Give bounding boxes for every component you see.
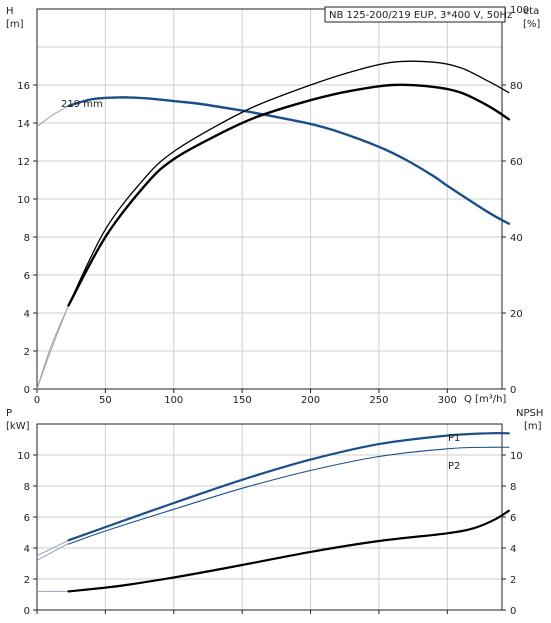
top-y-tick-label: 10	[17, 195, 30, 206]
bottom-grid	[36, 424, 502, 614]
top-y-tick-label: 16	[17, 81, 30, 92]
efficiency-curve	[67, 83, 510, 307]
npsh-curve	[67, 509, 510, 593]
top-x-label: Q [m³/h]	[464, 394, 506, 405]
bottom-y2-label: NPSH	[516, 408, 543, 419]
power-npsh-panel: 0 2 4 6 8 10 0 2 4 6 8 10 P [kW] NPSH [m] P1 P2	[6, 408, 543, 617]
top-x-tick-label: 0	[34, 395, 40, 406]
top-extension-line	[36, 105, 69, 128]
bottom-y2-tick-label: 4	[510, 544, 516, 555]
bottom-y2-tick-label: 2	[510, 575, 516, 586]
bottom-y2-unit: [m]	[524, 421, 542, 432]
p1-label: P1	[448, 433, 460, 444]
head-curve	[67, 96, 510, 225]
top-y-tick-label: 8	[24, 233, 30, 244]
top-series	[67, 60, 510, 307]
top-y2-tick-label: 20	[510, 309, 523, 320]
p2-label: P2	[448, 461, 460, 472]
p2-power-curve	[67, 446, 510, 545]
top-y-tick-label: 14	[17, 119, 30, 130]
top-x-tick-label: 50	[99, 395, 112, 406]
bottom-y2-tick-label: 10	[510, 451, 523, 462]
top-extension-line	[36, 305, 69, 390]
top-y2-tick-label: 0	[510, 385, 516, 396]
bottom-y-tick-label: 10	[17, 451, 30, 462]
top-y-ticks: 0 2 4 6 8 10 12 14 16	[17, 81, 37, 396]
top-x-ticks: 0 50 100 150 200 250 300	[34, 389, 457, 406]
top-y2-tick-label: 60	[510, 157, 523, 168]
chart-title: NB 125-200/219 EUP, 3*400 V, 50Hz	[329, 10, 512, 21]
bottom-y-ticks: 0 2 4 6 8 10	[17, 451, 37, 617]
top-y-tick-label: 4	[24, 309, 30, 320]
efficiency-curve	[67, 60, 510, 307]
bottom-y2-tick-label: 0	[510, 606, 516, 617]
head-efficiency-panel: 0 50 100 150 200 250 300 0 2 4 6 8 10 12 14 16 0 20 40 60…	[6, 5, 540, 406]
top-grid	[36, 9, 502, 389]
bottom-y2-tick-label: 8	[510, 482, 516, 493]
top-extension-lines	[36, 105, 69, 390]
top-y2-tick-label: 100	[510, 5, 529, 16]
top-y2-tick-label: 40	[510, 233, 523, 244]
bottom-extension-lines	[36, 539, 69, 592]
top-x-tick-label: 100	[164, 395, 183, 406]
top-y2-label: eta	[523, 6, 539, 17]
bottom-y2-ticks: 0 2 4 6 8 10	[502, 451, 523, 617]
bottom-y-tick-label: 4	[24, 544, 30, 555]
top-y-tick-label: 6	[24, 271, 30, 282]
bottom-y-tick-label: 2	[24, 575, 30, 586]
bottom-y-label: P	[6, 408, 12, 419]
top-y-tick-label: 2	[24, 347, 30, 358]
top-y-tick-label: 0	[24, 385, 30, 396]
top-y-label: H	[6, 6, 14, 17]
p1-power-curve	[67, 432, 510, 542]
title-box	[324, 6, 506, 23]
top-x-tick-label: 300	[438, 395, 457, 406]
bottom-extension-line	[36, 542, 69, 561]
bottom-y-tick-label: 0	[24, 606, 30, 617]
top-y2-tick-label: 80	[510, 81, 523, 92]
top-y2-unit: [%]	[523, 19, 540, 30]
bottom-series	[67, 432, 510, 593]
bottom-extension-line	[36, 539, 69, 557]
top-y-tick-label: 12	[17, 157, 30, 168]
bottom-y-tick-label: 8	[24, 482, 30, 493]
top-y-unit: [m]	[6, 19, 24, 30]
bottom-y-tick-label: 6	[24, 513, 30, 524]
bottom-y2-tick-label: 6	[510, 513, 516, 524]
top-x-tick-label: 250	[369, 395, 388, 406]
top-y2-ticks: 0 20 40 60 80 100	[502, 5, 529, 396]
top-x-tick-label: 150	[233, 395, 252, 406]
impeller-annotation: 219 mm	[61, 99, 103, 110]
top-extension-line	[36, 305, 69, 390]
top-x-tick-label: 200	[301, 395, 320, 406]
bottom-y-unit: [kW]	[6, 421, 30, 432]
